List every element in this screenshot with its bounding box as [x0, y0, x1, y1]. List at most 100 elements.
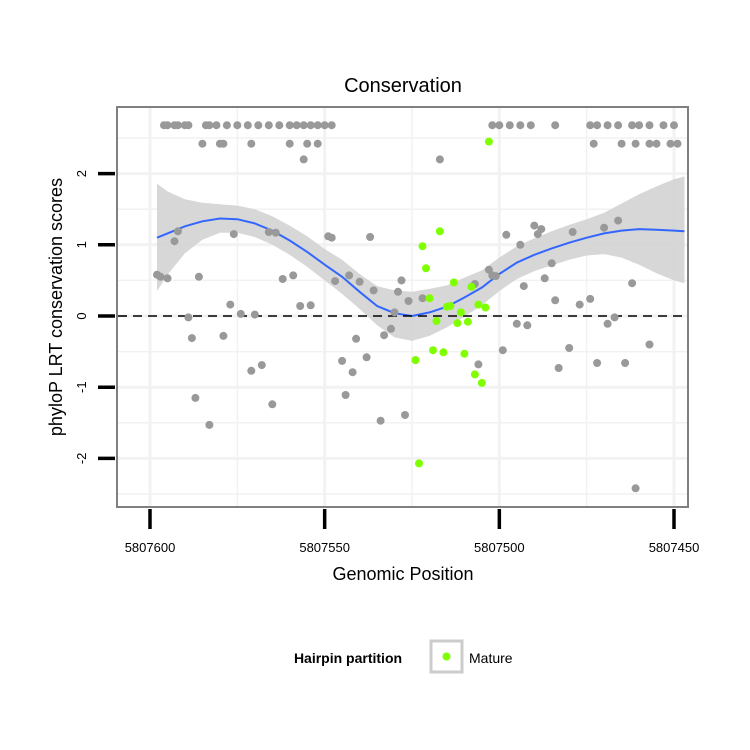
position-point: [191, 393, 200, 402]
y-tick-label: -2: [74, 453, 89, 465]
smooth-line: [156, 217, 685, 318]
y-tick-label: 1: [74, 241, 89, 248]
position-point: [292, 121, 301, 130]
position-point: [586, 294, 595, 303]
position-point: [299, 121, 308, 130]
position-point: [491, 272, 500, 281]
position-point: [673, 139, 682, 148]
mature-point: [484, 137, 493, 146]
mature-point: [429, 346, 437, 355]
position-point: [331, 277, 340, 286]
mature-point: [449, 278, 458, 287]
position-point: [306, 121, 315, 130]
position-point: [184, 121, 193, 130]
position-point: [236, 309, 245, 318]
position-point: [568, 228, 577, 236]
position-point: [617, 139, 626, 148]
position-point: [313, 139, 322, 148]
position-point: [226, 300, 235, 309]
position-point: [212, 121, 221, 130]
position-point: [376, 416, 385, 425]
position-point: [628, 121, 637, 130]
position-point: [519, 282, 528, 291]
mature-point: [446, 302, 455, 310]
position-point: [537, 225, 546, 234]
position-point: [565, 344, 574, 352]
position-point: [352, 334, 361, 343]
position-point: [645, 121, 654, 130]
position-point: [603, 121, 612, 130]
position-point: [345, 271, 354, 280]
position-point: [271, 228, 280, 237]
position-point: [498, 346, 507, 355]
position-point: [264, 228, 273, 236]
position-point: [327, 121, 336, 130]
position-point: [614, 216, 623, 225]
position-point: [247, 366, 256, 375]
y-tick-label: 0: [74, 312, 89, 319]
position-point: [631, 484, 640, 493]
legend: Hairpin partition Mature: [294, 639, 513, 674]
position-point: [593, 121, 602, 130]
position-point: [397, 276, 406, 285]
position-point: [285, 121, 294, 130]
chart-title: Conservation: [344, 75, 462, 97]
position-point: [222, 121, 231, 130]
y-tick-label: 2: [74, 170, 89, 177]
position-point: [299, 155, 308, 164]
position-point: [645, 139, 654, 148]
position-point: [614, 121, 623, 130]
y-axis-label: phyloP LRT conservation scores: [46, 178, 66, 436]
position-point: [254, 121, 263, 130]
position-point: [401, 411, 409, 419]
position-point: [404, 297, 413, 305]
position-point: [362, 353, 371, 362]
position-point: [659, 121, 668, 130]
position-point: [523, 321, 532, 330]
y-axis: -2 -1 0 1 2: [74, 170, 115, 464]
mature-point: [474, 300, 483, 309]
mature-point: [463, 317, 472, 326]
position-point: [303, 139, 312, 148]
position-point: [551, 121, 560, 130]
position-point: [474, 360, 483, 369]
position-point: [390, 308, 399, 317]
data-points: [153, 121, 682, 493]
position-point: [194, 272, 203, 281]
position-point: [257, 361, 266, 370]
position-point: [198, 139, 207, 148]
position-point: [645, 340, 654, 349]
mature-point: [460, 349, 469, 358]
position-point: [589, 139, 598, 148]
position-point: [621, 359, 630, 367]
x-tick-label: 5807600: [125, 540, 176, 555]
position-point: [366, 233, 375, 241]
position-point: [348, 368, 357, 377]
confidence-band: [157, 176, 685, 341]
smooth-fit-line: [156, 217, 685, 318]
x-axis-label: Genomic Position: [332, 564, 473, 584]
position-point: [355, 277, 364, 286]
position-point: [593, 359, 602, 367]
position-point: [278, 275, 287, 283]
position-point: [296, 302, 305, 310]
position-point: [628, 279, 637, 288]
legend-label-mature: Mature: [469, 650, 513, 666]
x-tick-label: 5807450: [649, 540, 700, 555]
position-point: [163, 274, 172, 283]
position-point: [320, 121, 329, 130]
position-point: [505, 121, 514, 130]
position-point: [600, 223, 609, 232]
position-point: [540, 274, 549, 283]
position-point: [187, 334, 196, 343]
x-tick-label: 5807550: [299, 540, 350, 555]
position-point: [512, 319, 521, 328]
position-point: [631, 139, 640, 148]
position-point: [327, 233, 336, 242]
position-point: [488, 121, 497, 130]
mature-point: [411, 356, 420, 365]
mature-point: [432, 317, 441, 325]
mature-point: [422, 264, 430, 273]
position-point: [268, 400, 277, 409]
